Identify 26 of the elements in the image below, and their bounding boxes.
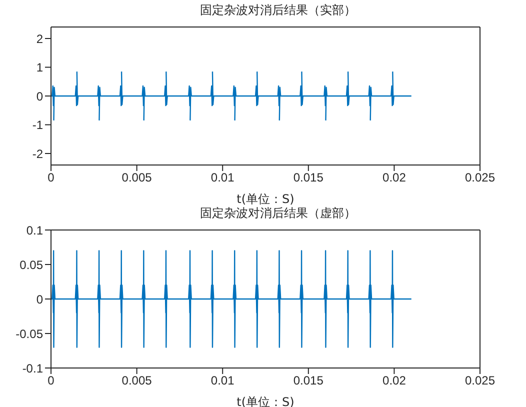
x-tick-label: 0.025 <box>464 374 496 388</box>
x-axis-title: t(单位：S) <box>236 192 294 206</box>
y-tick-label: 0.05 <box>20 258 44 272</box>
y-tick-label: -2 <box>32 146 44 161</box>
x-tick-label: 0.02 <box>382 170 406 185</box>
y-tick-label: -1 <box>32 118 44 132</box>
y-tick-label: -0.05 <box>16 326 44 341</box>
y-tick-label: 0.1 <box>26 223 44 238</box>
x-tick-label: 0 <box>48 170 55 185</box>
x-tick-label: 0.02 <box>382 374 406 388</box>
y-tick-label: 0 <box>36 89 44 104</box>
line-series <box>51 250 412 348</box>
chart-title: 固定杂波对消后结果（虚部） <box>199 205 357 221</box>
x-tick-label: 0 <box>48 374 55 388</box>
x-tick-label: 0.015 <box>293 170 324 185</box>
chart-title: 固定杂波对消后结果（实部） <box>199 2 357 18</box>
x-tick-label: 0.025 <box>464 170 496 185</box>
y-tick-label: 0 <box>36 292 44 306</box>
x-tick-label: 0.015 <box>293 374 324 388</box>
y-tick-label: 2 <box>36 32 44 46</box>
x-tick-label: 0.005 <box>122 374 152 388</box>
x-tick-label: 0.01 <box>210 170 235 185</box>
x-tick-label: 0.005 <box>122 170 152 185</box>
y-tick-label: 1 <box>36 60 44 75</box>
y-tick-label: -0.1 <box>22 361 44 376</box>
x-tick-label: 0.01 <box>210 374 235 388</box>
